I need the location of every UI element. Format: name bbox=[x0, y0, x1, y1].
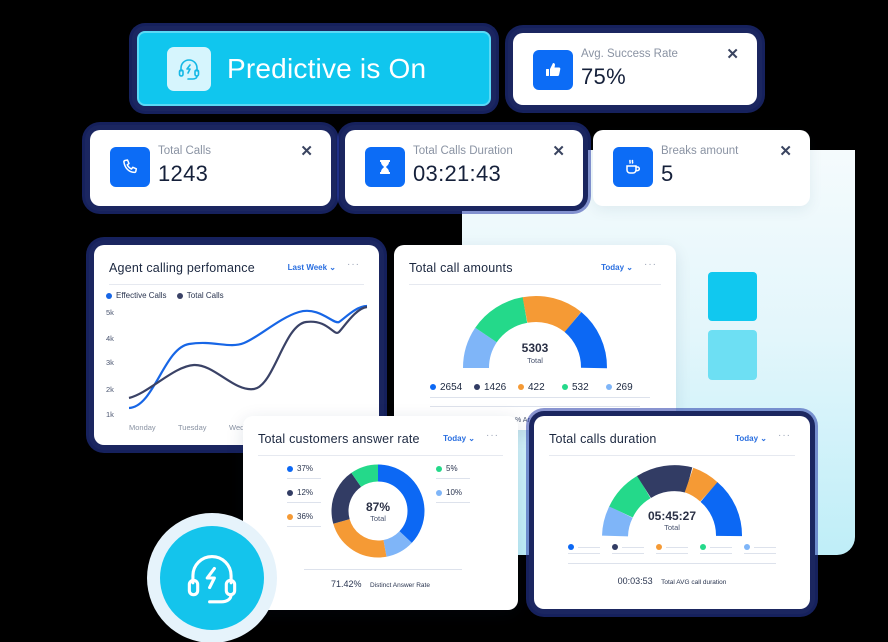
legend-dot bbox=[176, 292, 183, 299]
card-agent-calling-performance: Agent calling perfomance Last Week ⌄ ···… bbox=[94, 245, 379, 445]
stat-caption: Breaks amount bbox=[661, 145, 739, 157]
legend-item: 12% bbox=[287, 488, 321, 503]
legend-item: 5% bbox=[436, 464, 470, 479]
stat-card-breaks-amount: Breaks amount 5 ✕ bbox=[593, 130, 810, 206]
footer-label: Total AVG call duration bbox=[661, 579, 727, 586]
amount-legend: 2654 1426 422 532 269 bbox=[430, 382, 650, 398]
footer-label: Distinct Answer Rate bbox=[370, 582, 430, 589]
legend-item bbox=[568, 544, 600, 554]
stat-caption: Avg. Success Rate bbox=[581, 48, 678, 60]
legend-dot bbox=[106, 292, 112, 299]
legend-item: 422 bbox=[518, 382, 562, 398]
decorative-square bbox=[708, 272, 757, 321]
clipped-footer: % Ar bbox=[515, 417, 530, 424]
legend-item: 36% bbox=[287, 512, 321, 527]
period-dropdown[interactable]: Today ⌄ bbox=[443, 434, 475, 443]
stat-value: 1243 bbox=[158, 161, 209, 186]
stat-value: 75% bbox=[581, 64, 626, 89]
close-icon[interactable]: ✕ bbox=[300, 143, 313, 160]
predictive-toggle[interactable]: Predictive is On bbox=[137, 31, 491, 106]
legend-item bbox=[612, 544, 644, 554]
divider bbox=[430, 406, 640, 407]
headset-bolt-icon bbox=[187, 555, 237, 604]
legend-item bbox=[700, 544, 732, 554]
line-chart bbox=[128, 304, 368, 410]
center-value: 5303 bbox=[521, 341, 549, 355]
close-icon[interactable]: ✕ bbox=[726, 46, 739, 63]
card-title: Agent calling perfomance bbox=[109, 261, 255, 275]
stat-caption: Total Calls bbox=[158, 145, 212, 157]
stat-caption: Total Calls Duration bbox=[413, 145, 513, 157]
card-total-calls-duration: Total calls duration Today ⌄ ··· 05:45:2… bbox=[534, 416, 810, 609]
y-tick: 2k bbox=[106, 385, 114, 394]
x-tick: Monday bbox=[129, 423, 156, 432]
period-dropdown[interactable]: Today ⌄ bbox=[601, 263, 633, 272]
stat-card-total-calls-duration: Total Calls Duration 03:21:43 ✕ bbox=[345, 130, 583, 206]
stat-card-avg-success-rate: Avg. Success Rate 75% ✕ bbox=[513, 33, 757, 105]
duration-footer: 00:03:53 Total AVG call duration bbox=[534, 571, 810, 589]
period-dropdown[interactable]: Today ⌄ bbox=[735, 434, 767, 443]
card-title: Total call amounts bbox=[409, 261, 513, 275]
phone-icon bbox=[110, 147, 150, 187]
y-tick: 3k bbox=[106, 358, 114, 367]
legend-item: 10% bbox=[436, 488, 470, 503]
predictive-label: Predictive is On bbox=[227, 52, 427, 84]
divider bbox=[568, 563, 776, 564]
stat-card-total-calls: Total Calls 1243 ✕ bbox=[90, 130, 331, 206]
legend-item: 269 bbox=[606, 382, 650, 398]
x-tick: Wed bbox=[229, 423, 245, 432]
close-icon[interactable]: ✕ bbox=[552, 143, 565, 160]
coffee-cup-icon bbox=[613, 147, 653, 187]
predictive-headset-button[interactable] bbox=[147, 513, 277, 642]
donut-chart bbox=[331, 464, 425, 558]
legend-item: 37% bbox=[287, 464, 321, 479]
legend-item: 2654 bbox=[430, 382, 474, 398]
stat-value: 03:21:43 bbox=[413, 161, 502, 186]
duration-legend bbox=[568, 544, 776, 554]
center-label: Total bbox=[527, 356, 543, 365]
footer-value: 00:03:53 bbox=[617, 576, 653, 586]
hourglass-icon bbox=[365, 147, 405, 187]
card-customers-answer-rate: Total customers answer rate Today ⌄ ··· … bbox=[243, 416, 518, 610]
y-tick: 5k bbox=[106, 308, 114, 317]
y-tick: 4k bbox=[106, 334, 114, 343]
x-tick: Tuesday bbox=[178, 423, 207, 432]
thumbs-up-icon bbox=[533, 50, 573, 90]
legend-label: Total Calls bbox=[186, 291, 224, 300]
headset-bolt-icon bbox=[167, 46, 211, 91]
more-options-icon[interactable]: ··· bbox=[347, 259, 360, 270]
semi-donut-chart bbox=[463, 295, 607, 369]
card-total-call-amounts: Total call amounts Today ⌄ ··· 5303 Tota… bbox=[394, 245, 676, 430]
more-options-icon[interactable]: ··· bbox=[644, 259, 657, 270]
card-title: Total customers answer rate bbox=[258, 432, 420, 446]
divider bbox=[304, 569, 462, 570]
semi-donut-chart bbox=[602, 465, 742, 538]
legend-item bbox=[656, 544, 688, 554]
stat-value: 5 bbox=[661, 161, 674, 186]
footer-value: 71.42% bbox=[331, 579, 362, 589]
close-icon[interactable]: ✕ bbox=[779, 143, 792, 160]
center-value: 05:45:27 bbox=[647, 509, 697, 523]
center-value: 87% bbox=[365, 500, 391, 514]
card-title: Total calls duration bbox=[549, 432, 657, 446]
answer-legend-left: 37% 12% 36% bbox=[287, 464, 321, 527]
answer-footer: 71.42% Distinct Answer Rate bbox=[243, 574, 518, 592]
y-tick: 1k bbox=[106, 410, 114, 419]
legend-label: Effective Calls bbox=[116, 291, 167, 300]
legend-item: 1426 bbox=[474, 382, 518, 398]
legend-item bbox=[744, 544, 776, 554]
center-label: Total bbox=[370, 514, 386, 523]
answer-legend-right: 5% 10% bbox=[436, 464, 470, 503]
legend-item: 532 bbox=[562, 382, 606, 398]
more-options-icon[interactable]: ··· bbox=[778, 430, 791, 441]
more-options-icon[interactable]: ··· bbox=[486, 430, 499, 441]
decorative-square bbox=[708, 330, 757, 380]
center-label: Total bbox=[664, 523, 680, 532]
chart-legend: Effective Calls Total Calls bbox=[106, 291, 224, 300]
period-dropdown[interactable]: Last Week ⌄ bbox=[287, 263, 336, 272]
